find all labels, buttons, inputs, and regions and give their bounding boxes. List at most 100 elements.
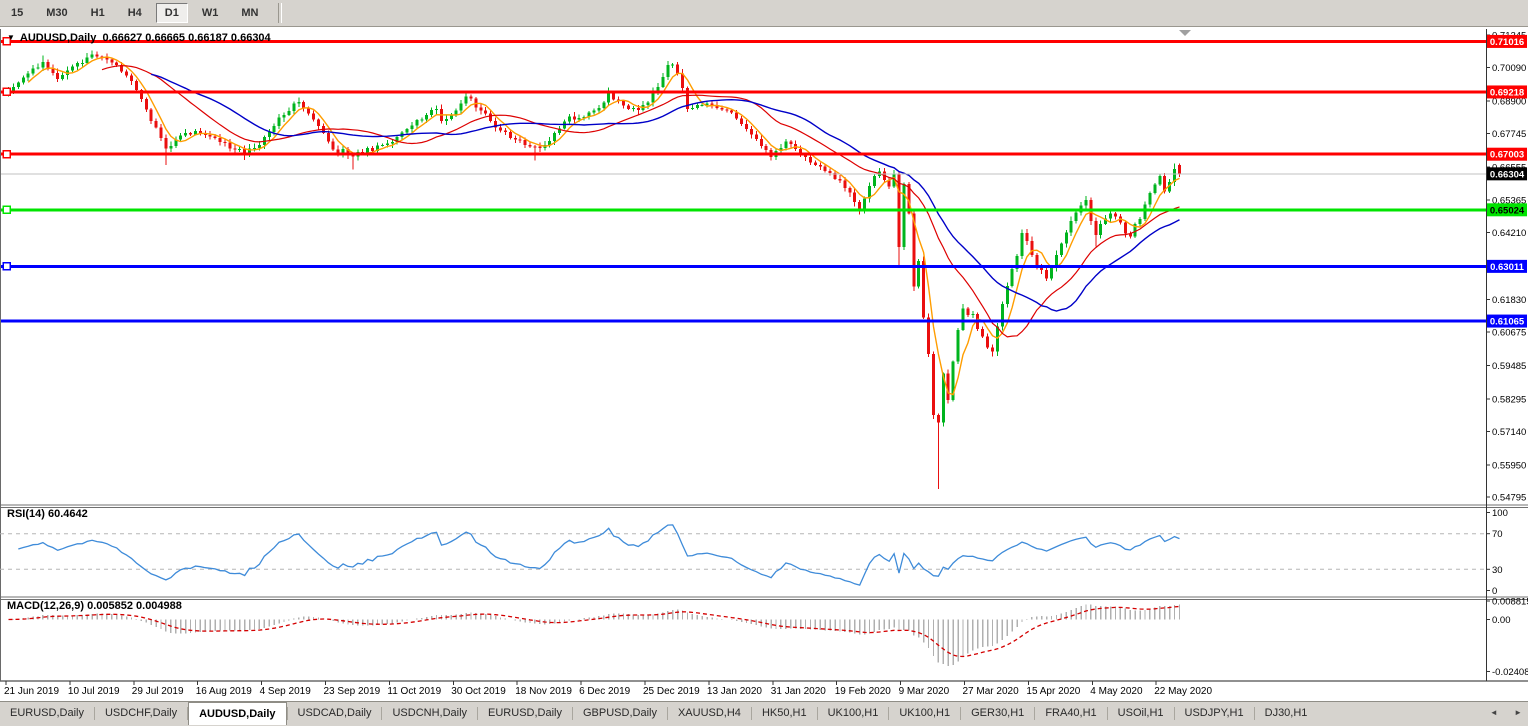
tab-separator [666, 707, 668, 720]
macd-axis-label: 0.008815 [1492, 597, 1528, 608]
price-badge-label: 0.61065 [1490, 317, 1525, 328]
price-badge-label: 0.63011 [1490, 262, 1525, 273]
chart-tab-gbpusd-daily[interactable]: GBPUSD,Daily [583, 707, 657, 719]
tab-separator [477, 707, 479, 720]
tab-separator [1106, 707, 1108, 720]
price-tick-label: 0.60675 [1492, 328, 1526, 339]
moving-average-30 [151, 73, 1180, 312]
price-badge-label: 0.67003 [1490, 150, 1524, 161]
macd-axis-label: 0.00 [1492, 615, 1511, 626]
price-tick-label: 0.61830 [1492, 295, 1526, 306]
tab-scroll-arrows: ◄ ► [1476, 708, 1522, 717]
macd-panel: 0.008815 0.00 -0.024085 [8, 597, 1528, 678]
date-axis: 21 Jun 2019 10 Jul 2019 29 Jul 2019 16 Aug … [4, 681, 1212, 697]
autoscroll-marker-icon[interactable] [1179, 30, 1191, 36]
chart-tab-usoil-h1[interactable]: USOil,H1 [1117, 707, 1164, 719]
chart-tab-audusd-daily[interactable]: AUDUSD,Daily [188, 702, 287, 725]
rsi-line [18, 524, 1180, 586]
rsi-axis-label: 70 [1492, 529, 1503, 540]
price-tick-label: 0.67745 [1492, 129, 1526, 140]
date-tick-label: 9 Mar 2020 [899, 686, 950, 697]
chart-tab-uk100-h1[interactable]: UK100,H1 [827, 707, 879, 719]
price-tick-label: 0.64210 [1492, 228, 1526, 239]
rsi-indicator-label: RSI(14) 60.4642 [7, 508, 88, 520]
tab-separator [1034, 707, 1036, 720]
date-tick-label: 21 Jun 2019 [4, 686, 59, 697]
moving-average-20 [101, 65, 1180, 338]
chart-title: ▼ AUDUSD,Daily 0.66627 0.66665 0.66187 0.… [7, 32, 271, 44]
chart-tab-fra40-h1[interactable]: FRA40,H1 [1045, 707, 1097, 719]
tab-separator [1253, 707, 1255, 720]
rsi-axis-label: 30 [1492, 565, 1503, 576]
tab-separator [888, 707, 890, 720]
price-badge [1487, 167, 1527, 181]
timeframe-button-w1[interactable]: W1 [201, 7, 219, 19]
price-axis: 0.712450.700900.689000.677450.665550.653… [1486, 31, 1527, 504]
date-tick-label: 25 Dec 2019 [643, 686, 700, 697]
price-tick-label: 0.68900 [1492, 96, 1526, 107]
price-tick-label: 0.57140 [1492, 427, 1526, 438]
price-badge [1487, 147, 1527, 161]
macd-axis-label: -0.024085 [1492, 667, 1528, 678]
timeframe-button-h1[interactable]: H1 [90, 7, 105, 19]
chart-tabbar: EURUSD,Daily USDCHF,Daily AUDUSD,Daily USDC… [0, 701, 1528, 725]
chart-tab-hk50-h1[interactable]: HK50,H1 [761, 707, 807, 719]
chart-tab-dj30-h1[interactable]: DJ30,H1 [1264, 707, 1308, 719]
tab-scroll-left-icon[interactable]: ◄ [1489, 708, 1498, 717]
timeframe-button-h4[interactable]: H4 [127, 7, 142, 19]
timeframe-button-m30[interactable]: M30 [46, 7, 68, 19]
price-chart[interactable]: 0.712450.700900.689000.677450.665550.653… [0, 27, 1528, 701]
panel-borders [0, 29, 1528, 682]
chart-tab-eurusd-daily[interactable]: EURUSD,Daily [488, 707, 562, 719]
macd-indicator-label: MACD(12,26,9) 0.005852 0.004988 [7, 600, 182, 612]
tab-separator [750, 707, 752, 720]
rsi-panel: 100 70 30 0 [0, 508, 1508, 597]
price-tick-label: 0.59485 [1492, 361, 1526, 372]
level-anchor[interactable] [2, 205, 11, 215]
timeframe-button-d1[interactable]: D1 [155, 3, 188, 23]
chart-tab-eurusd-daily[interactable]: EURUSD,Daily [10, 707, 84, 719]
price-badge [1487, 203, 1527, 217]
chart-tab-usdchf-daily[interactable]: USDCHF,Daily [104, 707, 178, 719]
chart-tab-usdjpy-h1[interactable]: USDJPY,H1 [1184, 707, 1244, 719]
timeframe-button-15[interactable]: 15 [11, 7, 24, 19]
price-tick-label: 0.55950 [1492, 460, 1526, 471]
date-tick-label: 4 Sep 2019 [260, 686, 312, 697]
price-badge-label: 0.71016 [1490, 37, 1524, 48]
price-badge [1487, 259, 1527, 273]
date-tick-label: 16 Aug 2019 [196, 686, 253, 697]
tab-separator [1173, 707, 1175, 720]
date-tick-label: 10 Jul 2019 [68, 686, 120, 697]
date-tick-label: 13 Jan 2020 [707, 686, 762, 697]
timeframe-toolbar: 15 M30 H1 H4 D1 W1 MN [0, 0, 1528, 27]
price-tick-label: 0.65365 [1492, 196, 1526, 207]
tab-separator [286, 707, 288, 720]
level-anchor[interactable] [2, 37, 11, 46]
date-tick-label: 18 Nov 2019 [515, 686, 572, 697]
price-badge [1487, 34, 1527, 48]
date-tick-label: 29 Jul 2019 [132, 686, 184, 697]
macd-signal-line [8, 605, 1180, 658]
price-badge-label: 0.65024 [1490, 205, 1525, 216]
level-anchor[interactable] [2, 87, 11, 97]
date-tick-label: 22 May 2020 [1154, 686, 1212, 697]
chart-tab-xauusd-h4[interactable]: XAUUSD,H4 [677, 707, 741, 719]
tab-separator [381, 707, 383, 720]
level-anchor[interactable] [2, 149, 11, 159]
level-anchor[interactable] [2, 262, 11, 271]
timeframe-button-mn[interactable]: MN [241, 7, 259, 19]
tab-separator [960, 707, 962, 720]
chart-tab-usdcad-daily[interactable]: USDCAD,Daily [297, 707, 372, 719]
chart-tab-usdcnh-daily[interactable]: USDCNH,Daily [392, 707, 468, 719]
tab-separator [93, 707, 95, 720]
tab-scroll-right-icon[interactable]: ► [1514, 708, 1522, 717]
horizontal-levels [0, 37, 1486, 323]
chart-ohlc-values: 0.66627 0.66665 0.66187 0.66304 [102, 32, 271, 44]
chart-tab-uk100-h1[interactable]: UK100,H1 [899, 707, 951, 719]
price-tick-label: 0.70090 [1492, 63, 1526, 74]
date-tick-label: 4 May 2020 [1090, 686, 1143, 697]
symbol-dropdown-icon[interactable]: ▼ [7, 33, 15, 42]
chart-tab-ger30-h1[interactable]: GER30,H1 [971, 707, 1025, 719]
price-badge [1487, 85, 1527, 99]
date-tick-label: 27 Mar 2020 [963, 686, 1020, 697]
